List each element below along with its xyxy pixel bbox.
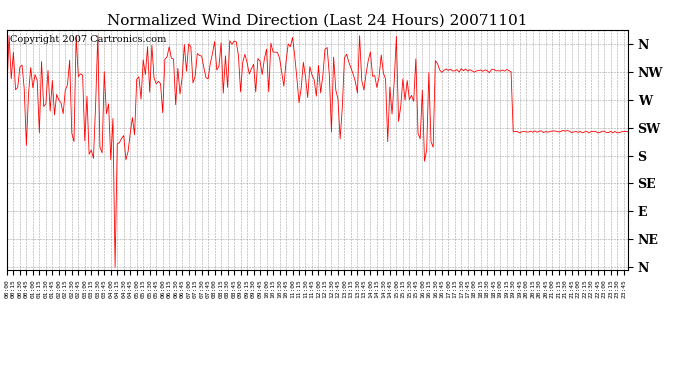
Title: Normalized Wind Direction (Last 24 Hours) 20071101: Normalized Wind Direction (Last 24 Hours… bbox=[107, 13, 528, 27]
Text: Copyright 2007 Cartronics.com: Copyright 2007 Cartronics.com bbox=[10, 35, 166, 44]
